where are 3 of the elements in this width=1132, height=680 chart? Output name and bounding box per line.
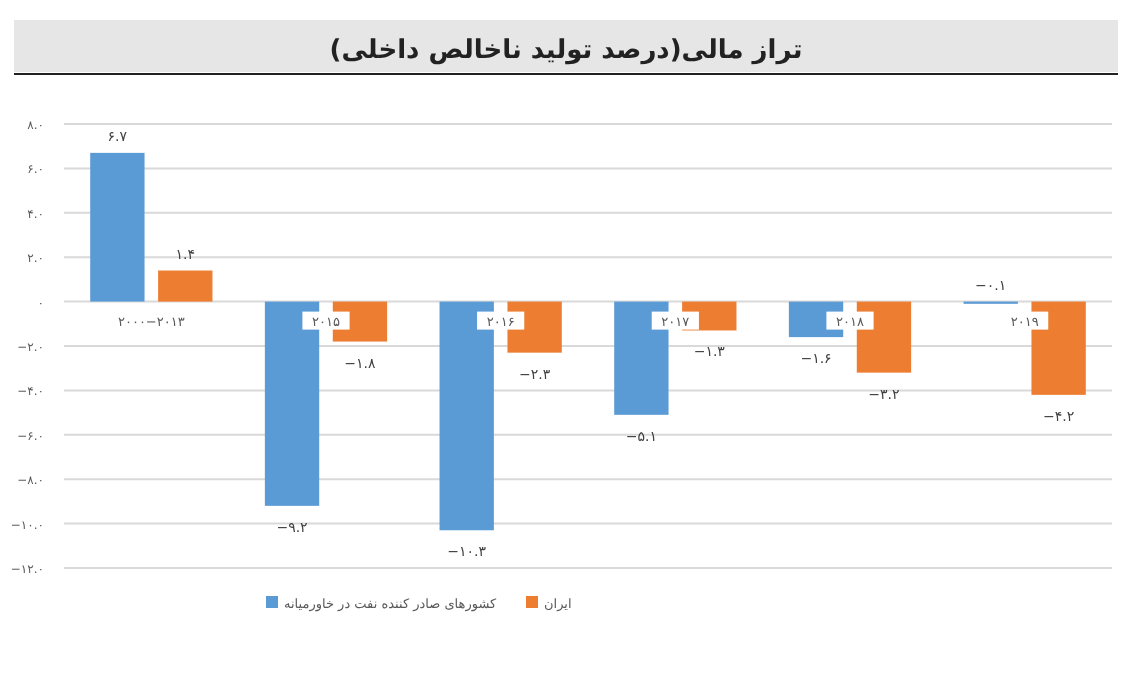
bar (158, 270, 213, 302)
bar (90, 152, 145, 302)
chart-title: تراز مالی(درصد تولید ناخالص داخلی) (329, 36, 803, 66)
